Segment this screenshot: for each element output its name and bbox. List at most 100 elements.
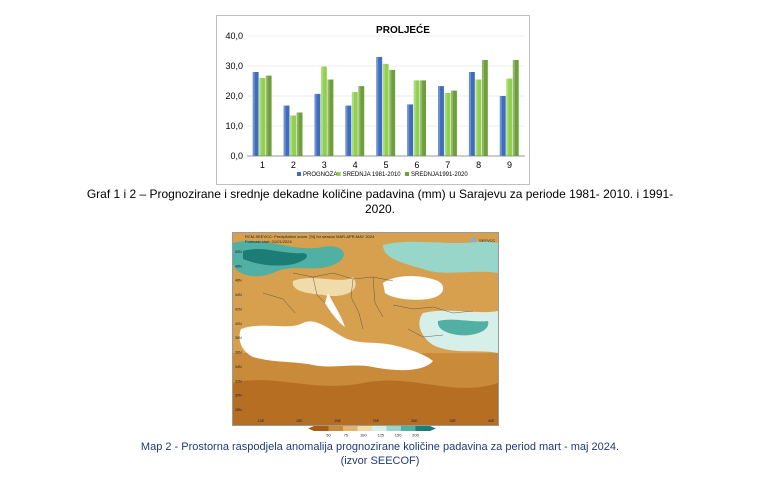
bar-highlight — [320, 66, 324, 156]
bar-1-7 — [438, 86, 444, 156]
bar-highlight — [407, 104, 410, 156]
bar-3-2 — [296, 112, 303, 156]
bar-1-2 — [283, 105, 290, 156]
bar-highlight — [290, 115, 293, 156]
colorbar-swatch — [328, 426, 343, 431]
bar-highlight — [252, 72, 255, 156]
bar-highlight — [314, 93, 317, 156]
lon-label: 15E — [296, 419, 303, 423]
bar-1-1 — [252, 72, 259, 156]
bar-3-6 — [420, 80, 427, 156]
bar-highlight — [327, 79, 330, 156]
bar-highlight — [506, 78, 509, 156]
bar-highlight — [345, 105, 348, 156]
lat-label: 38N — [235, 336, 242, 340]
x-tick-label: 6 — [414, 160, 419, 170]
bar-3-9 — [512, 60, 519, 156]
bar-1-8 — [468, 72, 475, 156]
bar-1-6 — [407, 104, 414, 156]
chart-bars — [252, 57, 519, 156]
bar-highlight — [499, 96, 502, 156]
x-tick-label: 1 — [260, 160, 265, 170]
map-black-sea — [383, 276, 444, 300]
bar-highlight — [475, 79, 478, 156]
lat-label: 32N — [235, 379, 242, 383]
lon-label: 35E — [449, 419, 456, 423]
bar-2-9 — [506, 78, 513, 156]
lat-label: 46N — [235, 279, 242, 283]
lon-label: 10E — [258, 419, 265, 423]
lat-label: 34N — [235, 365, 242, 369]
figure1-caption: Graf 1 i 2 – Prognozirane i srednje deka… — [24, 187, 736, 217]
chart-axes: 0,0 10,0 20,0 30,0 40,0 1 2 3 4 5 6 7 8 9 — [225, 31, 525, 170]
y-tick-label: 20,0 — [225, 91, 243, 101]
figure1-caption-line1: Graf 1 i 2 – Prognozirane i srednje deka… — [86, 187, 674, 201]
legend-swatch — [297, 172, 301, 176]
bar-highlight — [444, 93, 447, 156]
y-tick-label: 10,0 — [225, 121, 243, 131]
lon-label: 30E — [411, 419, 418, 423]
bar-highlight — [259, 78, 262, 156]
map-neutral-balkans — [292, 277, 356, 297]
legend-label: PROGNOZA — [303, 172, 337, 178]
y-tick-label: 30,0 — [225, 61, 243, 71]
x-tick-label: 8 — [476, 160, 481, 170]
map-wet-core-north — [243, 249, 308, 266]
lat-label: 40N — [235, 322, 242, 326]
bar-highlight — [389, 69, 392, 156]
bar-2-7 — [444, 93, 451, 156]
bar-highlight — [438, 86, 441, 156]
bar-highlight — [283, 105, 286, 156]
colorbar-swatch — [415, 426, 430, 431]
precipitation-anomaly-map: 50N 48N 46N 44N 42N 40N 38N 36N 34N 32N 30N 28N 10E… — [232, 232, 499, 426]
colorbar-labels: 50 75 100 125 150 200 — [326, 433, 419, 438]
map-longitude-labels: 10E 15E 20E 25E 30E 35E 40E — [258, 419, 495, 423]
bar-2-2 — [290, 115, 296, 156]
bar-highlight — [358, 86, 361, 156]
bar-highlight — [451, 90, 454, 156]
colorbar-label: 75 — [344, 433, 349, 438]
lat-label: 50N — [235, 250, 242, 254]
legend-label: SREDNJA 1981-2010 — [343, 172, 402, 178]
y-tick-label: 40,0 — [225, 31, 243, 41]
map-wet-core-east — [437, 319, 489, 336]
bar-1-4 — [345, 105, 352, 156]
map2-caption-line2: (izvor SEECOF) — [340, 455, 420, 467]
chart-svg: PROLJEĆE 0,0 10,0 20,0 30,0 40,0 1 2 3 4 5 6 7 8 9 PR… — [225, 23, 525, 178]
colorbar-label: 100 — [360, 433, 367, 438]
bar-highlight — [265, 75, 268, 156]
lat-label: 28N — [235, 408, 242, 412]
x-tick-label: 5 — [383, 160, 388, 170]
colorbar-label: 50 — [326, 433, 331, 438]
bar-3-8 — [481, 60, 488, 156]
x-tick-label: 9 — [507, 160, 512, 170]
colorbar-swatch — [372, 426, 387, 431]
lat-label: 30N — [235, 394, 242, 398]
colorbar-label: 200 — [412, 433, 419, 438]
colorbar-label: 150 — [395, 433, 402, 438]
bar-2-1 — [259, 78, 266, 156]
colorbar-swatch — [343, 426, 358, 431]
bar-1-5 — [376, 57, 383, 156]
figure1-caption-line2: 2020. — [364, 202, 396, 216]
map-mediterranean-sea — [239, 321, 433, 371]
bar-highlight — [512, 60, 515, 156]
precipitation-bar-chart: PROLJEĆE 0,0 10,0 20,0 30,0 40,0 1 2 3 4 5 6 7 8 9 PR… — [216, 15, 530, 185]
bar-highlight — [382, 63, 385, 156]
map2-caption: Map 2 - Prostorna raspodjela anomalija p… — [64, 440, 696, 468]
lat-label: 48N — [235, 264, 242, 268]
map-colorbar: 50 75 100 125 150 200 — [308, 426, 436, 438]
colorbar-left-arrow — [308, 426, 314, 431]
colorbar-swatches — [308, 426, 436, 431]
bar-highlight — [481, 60, 484, 156]
lat-label: 36N — [235, 351, 242, 355]
x-tick-label: 3 — [322, 160, 327, 170]
bar-highlight — [413, 80, 416, 156]
bar-highlight — [468, 72, 471, 156]
bar-3-5 — [389, 69, 396, 156]
map-header-line1: RCM-SEEVCC: Precipitation anom. [%] for … — [245, 234, 375, 239]
chart-legend: PROGNOZA SREDNJA 1981-2010 SREDNJA1991-202… — [297, 172, 468, 178]
bar-2-8 — [475, 79, 482, 156]
bar-highlight — [420, 80, 423, 156]
lat-label: 44N — [235, 293, 242, 297]
